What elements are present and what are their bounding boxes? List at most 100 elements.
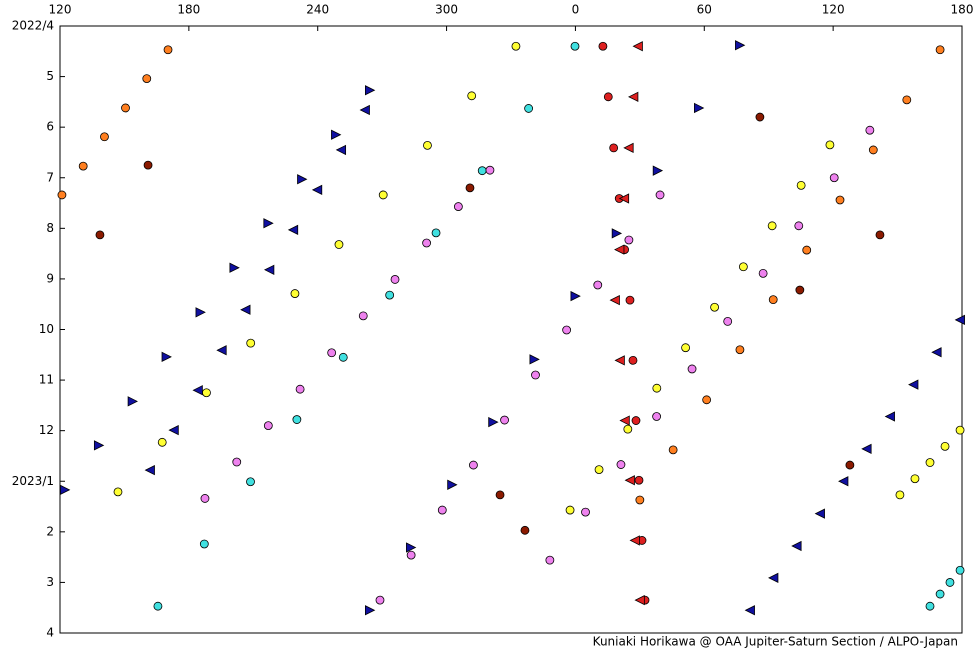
point	[216, 345, 227, 356]
x-tick-label: 60	[697, 3, 712, 17]
point	[687, 364, 697, 374]
point	[652, 383, 662, 393]
point	[598, 41, 608, 51]
point	[447, 479, 458, 490]
point	[744, 605, 755, 616]
point	[488, 416, 499, 428]
point	[378, 190, 388, 200]
point	[263, 218, 274, 229]
point	[628, 91, 639, 102]
y-tick-label: 2023/1	[12, 474, 54, 488]
point	[157, 437, 167, 447]
point	[829, 173, 839, 183]
point	[423, 140, 432, 150]
point	[710, 302, 719, 312]
point	[623, 424, 633, 434]
point	[327, 348, 337, 358]
y-tick-label: 8	[46, 221, 54, 235]
point	[453, 202, 463, 211]
point	[619, 415, 630, 426]
point	[861, 443, 872, 455]
point	[758, 268, 768, 278]
point	[603, 92, 613, 102]
point	[263, 421, 273, 431]
point	[529, 354, 540, 365]
x-tick-label: 0	[572, 3, 580, 17]
y-tick-label: 7	[46, 170, 54, 184]
point	[618, 193, 630, 204]
point	[955, 565, 965, 575]
point	[625, 295, 635, 305]
point	[609, 143, 619, 153]
point	[334, 240, 344, 249]
point	[655, 190, 665, 200]
point	[290, 289, 300, 298]
point	[202, 388, 211, 398]
point	[520, 525, 530, 535]
point	[838, 476, 849, 487]
point	[467, 91, 477, 101]
credit: Kuniaki Horikawa @ OAA Jupiter-Saturn Se…	[593, 635, 958, 649]
point	[931, 347, 942, 358]
point	[127, 396, 138, 407]
point	[335, 144, 347, 156]
point	[390, 275, 400, 284]
point	[768, 572, 779, 584]
point	[57, 190, 67, 200]
point	[287, 224, 299, 235]
point	[60, 484, 71, 495]
point	[570, 41, 580, 51]
point	[263, 264, 275, 275]
point	[406, 550, 416, 560]
point	[295, 384, 305, 394]
y-tick-label: 6	[46, 120, 54, 134]
point	[624, 235, 634, 245]
point	[755, 112, 765, 122]
point	[495, 490, 505, 500]
point	[634, 475, 644, 485]
point	[163, 45, 173, 55]
point	[331, 129, 342, 140]
point	[142, 74, 152, 84]
point	[144, 464, 155, 476]
point	[95, 230, 105, 240]
point	[199, 539, 209, 549]
point	[570, 290, 581, 302]
point	[814, 508, 825, 519]
x-tick-label: 120	[49, 3, 72, 17]
point	[652, 412, 662, 421]
y-tick-label: 10	[39, 322, 54, 336]
point	[738, 262, 748, 272]
point	[935, 589, 945, 599]
point	[565, 505, 575, 515]
point	[868, 145, 878, 155]
point	[385, 290, 395, 300]
point	[406, 542, 417, 553]
point	[593, 280, 603, 290]
point	[702, 395, 712, 405]
point	[609, 295, 620, 306]
point	[955, 425, 965, 435]
y-tick-label: 2022/4	[12, 19, 54, 33]
point	[908, 379, 919, 390]
point	[875, 230, 885, 240]
point	[845, 460, 855, 470]
y-tick-label: 2	[46, 524, 54, 538]
point	[168, 425, 179, 436]
point	[902, 95, 912, 105]
point	[791, 540, 802, 552]
point	[200, 494, 210, 503]
point	[100, 132, 109, 142]
plot-frame	[59, 25, 963, 634]
point	[297, 174, 308, 185]
point	[93, 440, 105, 451]
point	[954, 314, 965, 326]
point	[631, 416, 641, 425]
point	[240, 304, 251, 315]
point	[652, 165, 664, 176]
point	[632, 41, 643, 52]
point	[358, 311, 368, 321]
point	[232, 457, 242, 467]
point	[500, 415, 509, 425]
